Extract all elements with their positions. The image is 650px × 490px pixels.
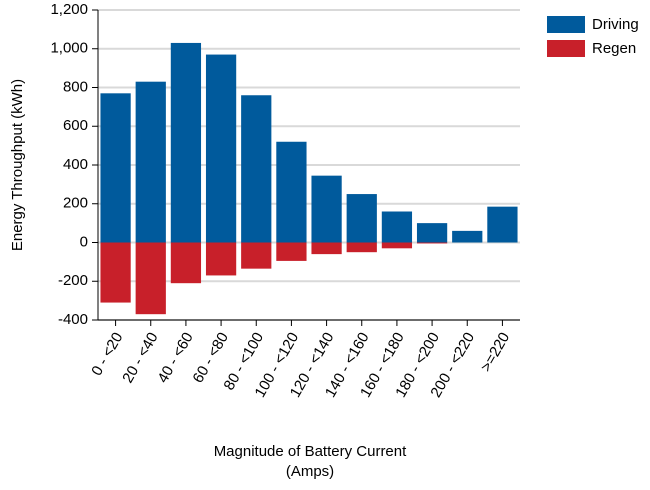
x-tick-label: >=220	[477, 329, 513, 374]
bar	[381, 242, 413, 249]
x-axis-label: Magnitude of Battery Current	[214, 443, 407, 460]
bar	[452, 230, 483, 243]
bar	[241, 95, 272, 243]
bar	[276, 242, 307, 261]
bar	[346, 242, 377, 253]
bar	[381, 211, 413, 243]
y-tick-label: -400	[58, 311, 88, 328]
legend-swatch	[547, 40, 585, 57]
bar	[276, 141, 307, 243]
legend-label: Driving	[592, 16, 639, 33]
bar	[135, 242, 166, 315]
y-axis-label: Energy Throughput (kWh)	[9, 79, 26, 251]
bar	[170, 242, 202, 284]
bar	[170, 42, 202, 243]
bar	[311, 175, 342, 243]
bar	[346, 194, 377, 243]
bar	[311, 242, 342, 255]
bar	[487, 206, 518, 243]
bar	[100, 93, 131, 243]
bar	[205, 242, 237, 276]
y-tick-label: 800	[63, 78, 88, 95]
bar	[100, 242, 131, 303]
y-tick-label: 200	[63, 195, 88, 212]
y-tick-label: 0	[80, 233, 88, 250]
bar	[241, 242, 272, 269]
bar	[135, 81, 166, 243]
x-tick-label: 0 - <20	[88, 329, 126, 378]
y-tick-label: -200	[58, 272, 88, 289]
bar	[205, 54, 237, 243]
bar	[416, 223, 448, 243]
y-tick-label: 1,000	[50, 40, 88, 57]
y-tick-label: 400	[63, 156, 88, 173]
x-axis-label: (Amps)	[286, 463, 334, 480]
y-tick-label: 600	[63, 117, 88, 134]
legend-swatch	[547, 16, 585, 33]
y-tick-label: 1,200	[50, 1, 88, 18]
bar	[416, 242, 448, 244]
legend-label: Regen	[592, 40, 636, 57]
